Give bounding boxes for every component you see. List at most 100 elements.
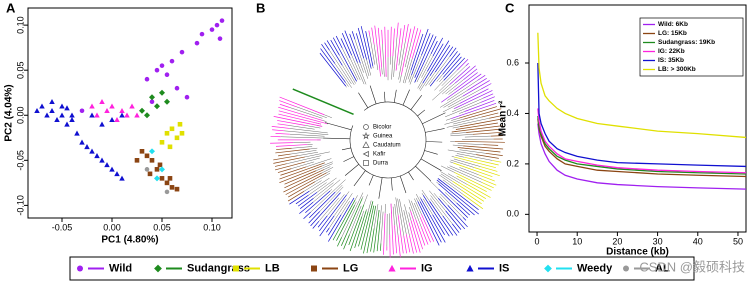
tree-leaf (462, 194, 484, 210)
point (219, 18, 225, 23)
tree-leaf (283, 172, 322, 193)
tree-branch (306, 158, 332, 167)
tree-leaf (466, 184, 491, 198)
tree-branch (439, 90, 468, 108)
tree-branch (349, 58, 361, 81)
tree-branch (428, 56, 450, 85)
tree-branch (368, 174, 374, 186)
tree-leaf (420, 198, 446, 243)
tree-leaf (481, 178, 497, 186)
tree-branch (402, 89, 410, 106)
point (124, 112, 130, 118)
tree-leaf (451, 103, 497, 119)
tree-leaf (458, 106, 497, 119)
tree-branch (425, 141, 443, 143)
legend-label: AL (655, 262, 670, 274)
point (89, 112, 95, 118)
tree-branch (447, 88, 482, 108)
point (79, 108, 85, 114)
tree-branch (284, 130, 329, 135)
tree-leaf (410, 210, 424, 250)
tree-leaf (438, 188, 468, 218)
tree-leaf (410, 33, 424, 71)
tree-branch (415, 166, 431, 182)
tree-leaf (319, 194, 347, 232)
legend-marker (77, 265, 83, 272)
tree-branch (381, 67, 383, 75)
tree-leaf (472, 132, 501, 135)
y-tick-label: -0.10 (15, 195, 25, 216)
point (94, 112, 100, 118)
tree-leaf (409, 235, 414, 254)
tree-branch (434, 80, 444, 91)
tree-leaf (278, 113, 321, 125)
tree-branch (404, 42, 412, 68)
tree-branch (345, 82, 349, 87)
tree-branch (444, 119, 464, 125)
tree-leaf (429, 201, 454, 236)
tree-branch (453, 116, 482, 125)
point (64, 121, 70, 127)
point (104, 162, 110, 168)
tree-branch (382, 43, 385, 77)
tree-leaf (381, 29, 383, 45)
y-tick-label: 0.00 (15, 106, 25, 124)
point (167, 176, 173, 181)
legend-label: Weedy (577, 262, 613, 274)
tree-leaf (376, 221, 381, 252)
tree-branch (408, 171, 414, 181)
tree-leaf (464, 156, 499, 166)
tree-leaf (390, 203, 394, 255)
point (69, 112, 75, 118)
line (537, 123, 747, 190)
tree-branch (440, 193, 464, 218)
tree-leaf (411, 29, 422, 59)
tree-leaf (377, 27, 383, 68)
tree-branch (442, 82, 456, 95)
tree-leaf (321, 43, 336, 64)
tree-branch (313, 179, 341, 203)
tree-branch (304, 151, 330, 158)
y-tick-label: 0.05 (15, 61, 25, 79)
point (194, 40, 200, 46)
tree-branch (315, 163, 333, 171)
tree-leaf (319, 215, 335, 237)
tree-leaf (438, 198, 466, 230)
tree-leaf (292, 88, 354, 115)
y-tick-label: 0.4 (506, 108, 519, 118)
legend-label: Sudangrass (187, 262, 250, 274)
tree-branch (305, 157, 320, 163)
point (139, 149, 145, 154)
tree-leaf (432, 37, 444, 57)
tree-branch (379, 205, 382, 222)
tree-branch (363, 58, 370, 77)
tree-branch (421, 189, 430, 202)
tree-branch (366, 59, 372, 76)
tree-leaf (305, 190, 331, 214)
tree-leaf (340, 38, 351, 59)
legend-label: IS: 35Kb (658, 57, 684, 64)
tree-leaf (485, 152, 503, 156)
tree-branch (367, 200, 372, 212)
tree-leaf (351, 31, 356, 40)
tree-branch (418, 82, 424, 90)
tree-branch (403, 57, 411, 84)
tree-leaf (332, 37, 357, 82)
y-tick-label: 0.2 (506, 158, 519, 168)
tree-leaf (288, 181, 316, 198)
tree-branch (433, 193, 439, 199)
tree-leaf (451, 125, 503, 133)
tree-leaf (354, 210, 367, 248)
tree-branch (408, 212, 412, 221)
tree-branch (429, 190, 446, 211)
tree-branch (410, 95, 423, 110)
tree-branch (354, 39, 369, 79)
tree-branch (414, 198, 422, 215)
tree-branch (351, 54, 365, 85)
tree-leaf (405, 233, 411, 253)
point (49, 98, 55, 105)
tree-leaf (454, 172, 492, 191)
y-tick-label: -0.05 (15, 150, 25, 171)
tree-leaf (454, 90, 493, 109)
line (537, 115, 747, 175)
